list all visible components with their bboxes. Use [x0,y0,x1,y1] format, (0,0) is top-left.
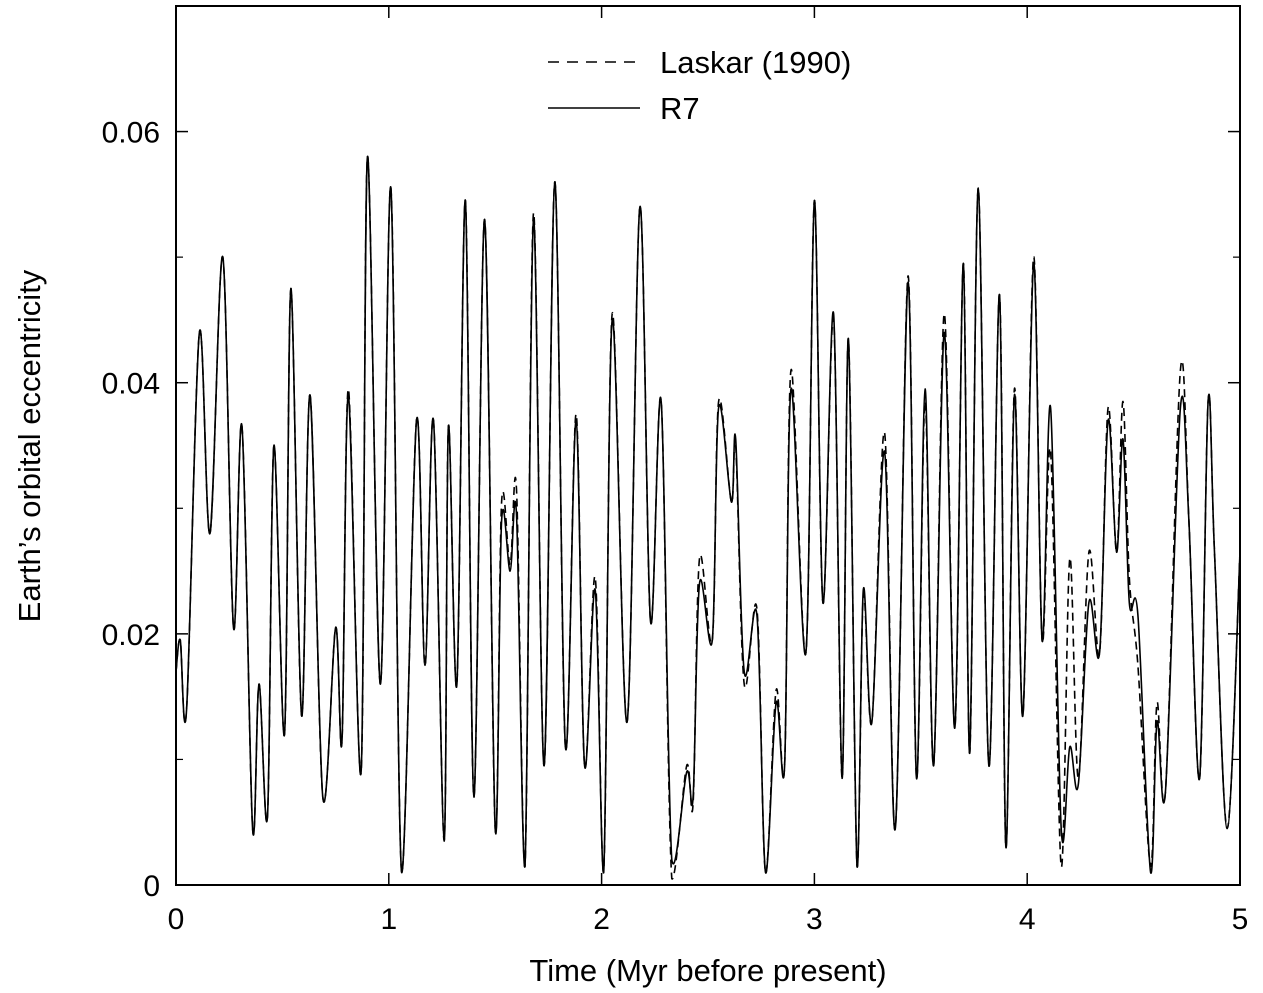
legend-label-r7: R7 [660,91,700,126]
series-line-r7 [175,155,1241,874]
axis-ticks [175,6,1241,886]
legend-label-laskar: Laskar (1990) [660,45,851,80]
x-axis-label: Time (Myr before present) [529,953,886,988]
y-tick-label: 0 [143,870,160,903]
x-tick-label: 2 [593,903,610,936]
x-tick-label: 3 [806,903,823,936]
y-tick-label: 0.02 [102,619,160,652]
plot-frame [175,5,1241,886]
tick-labels: 0 1 2 3 4 5 0 0.02 0.04 0.06 [102,117,1249,936]
y-axis-label: Earth’s orbital eccentricity [12,269,47,622]
x-tick-label: 4 [1019,903,1036,936]
x-tick-label: 0 [168,903,185,936]
y-tick-label: 0.04 [102,368,160,401]
series-line-laskar [175,155,1241,880]
y-tick-label: 0.06 [102,117,160,150]
x-tick-label: 5 [1232,903,1249,936]
x-tick-label: 1 [380,903,397,936]
series-layer [175,155,1241,880]
legend: Laskar (1990) R7 [548,45,851,126]
